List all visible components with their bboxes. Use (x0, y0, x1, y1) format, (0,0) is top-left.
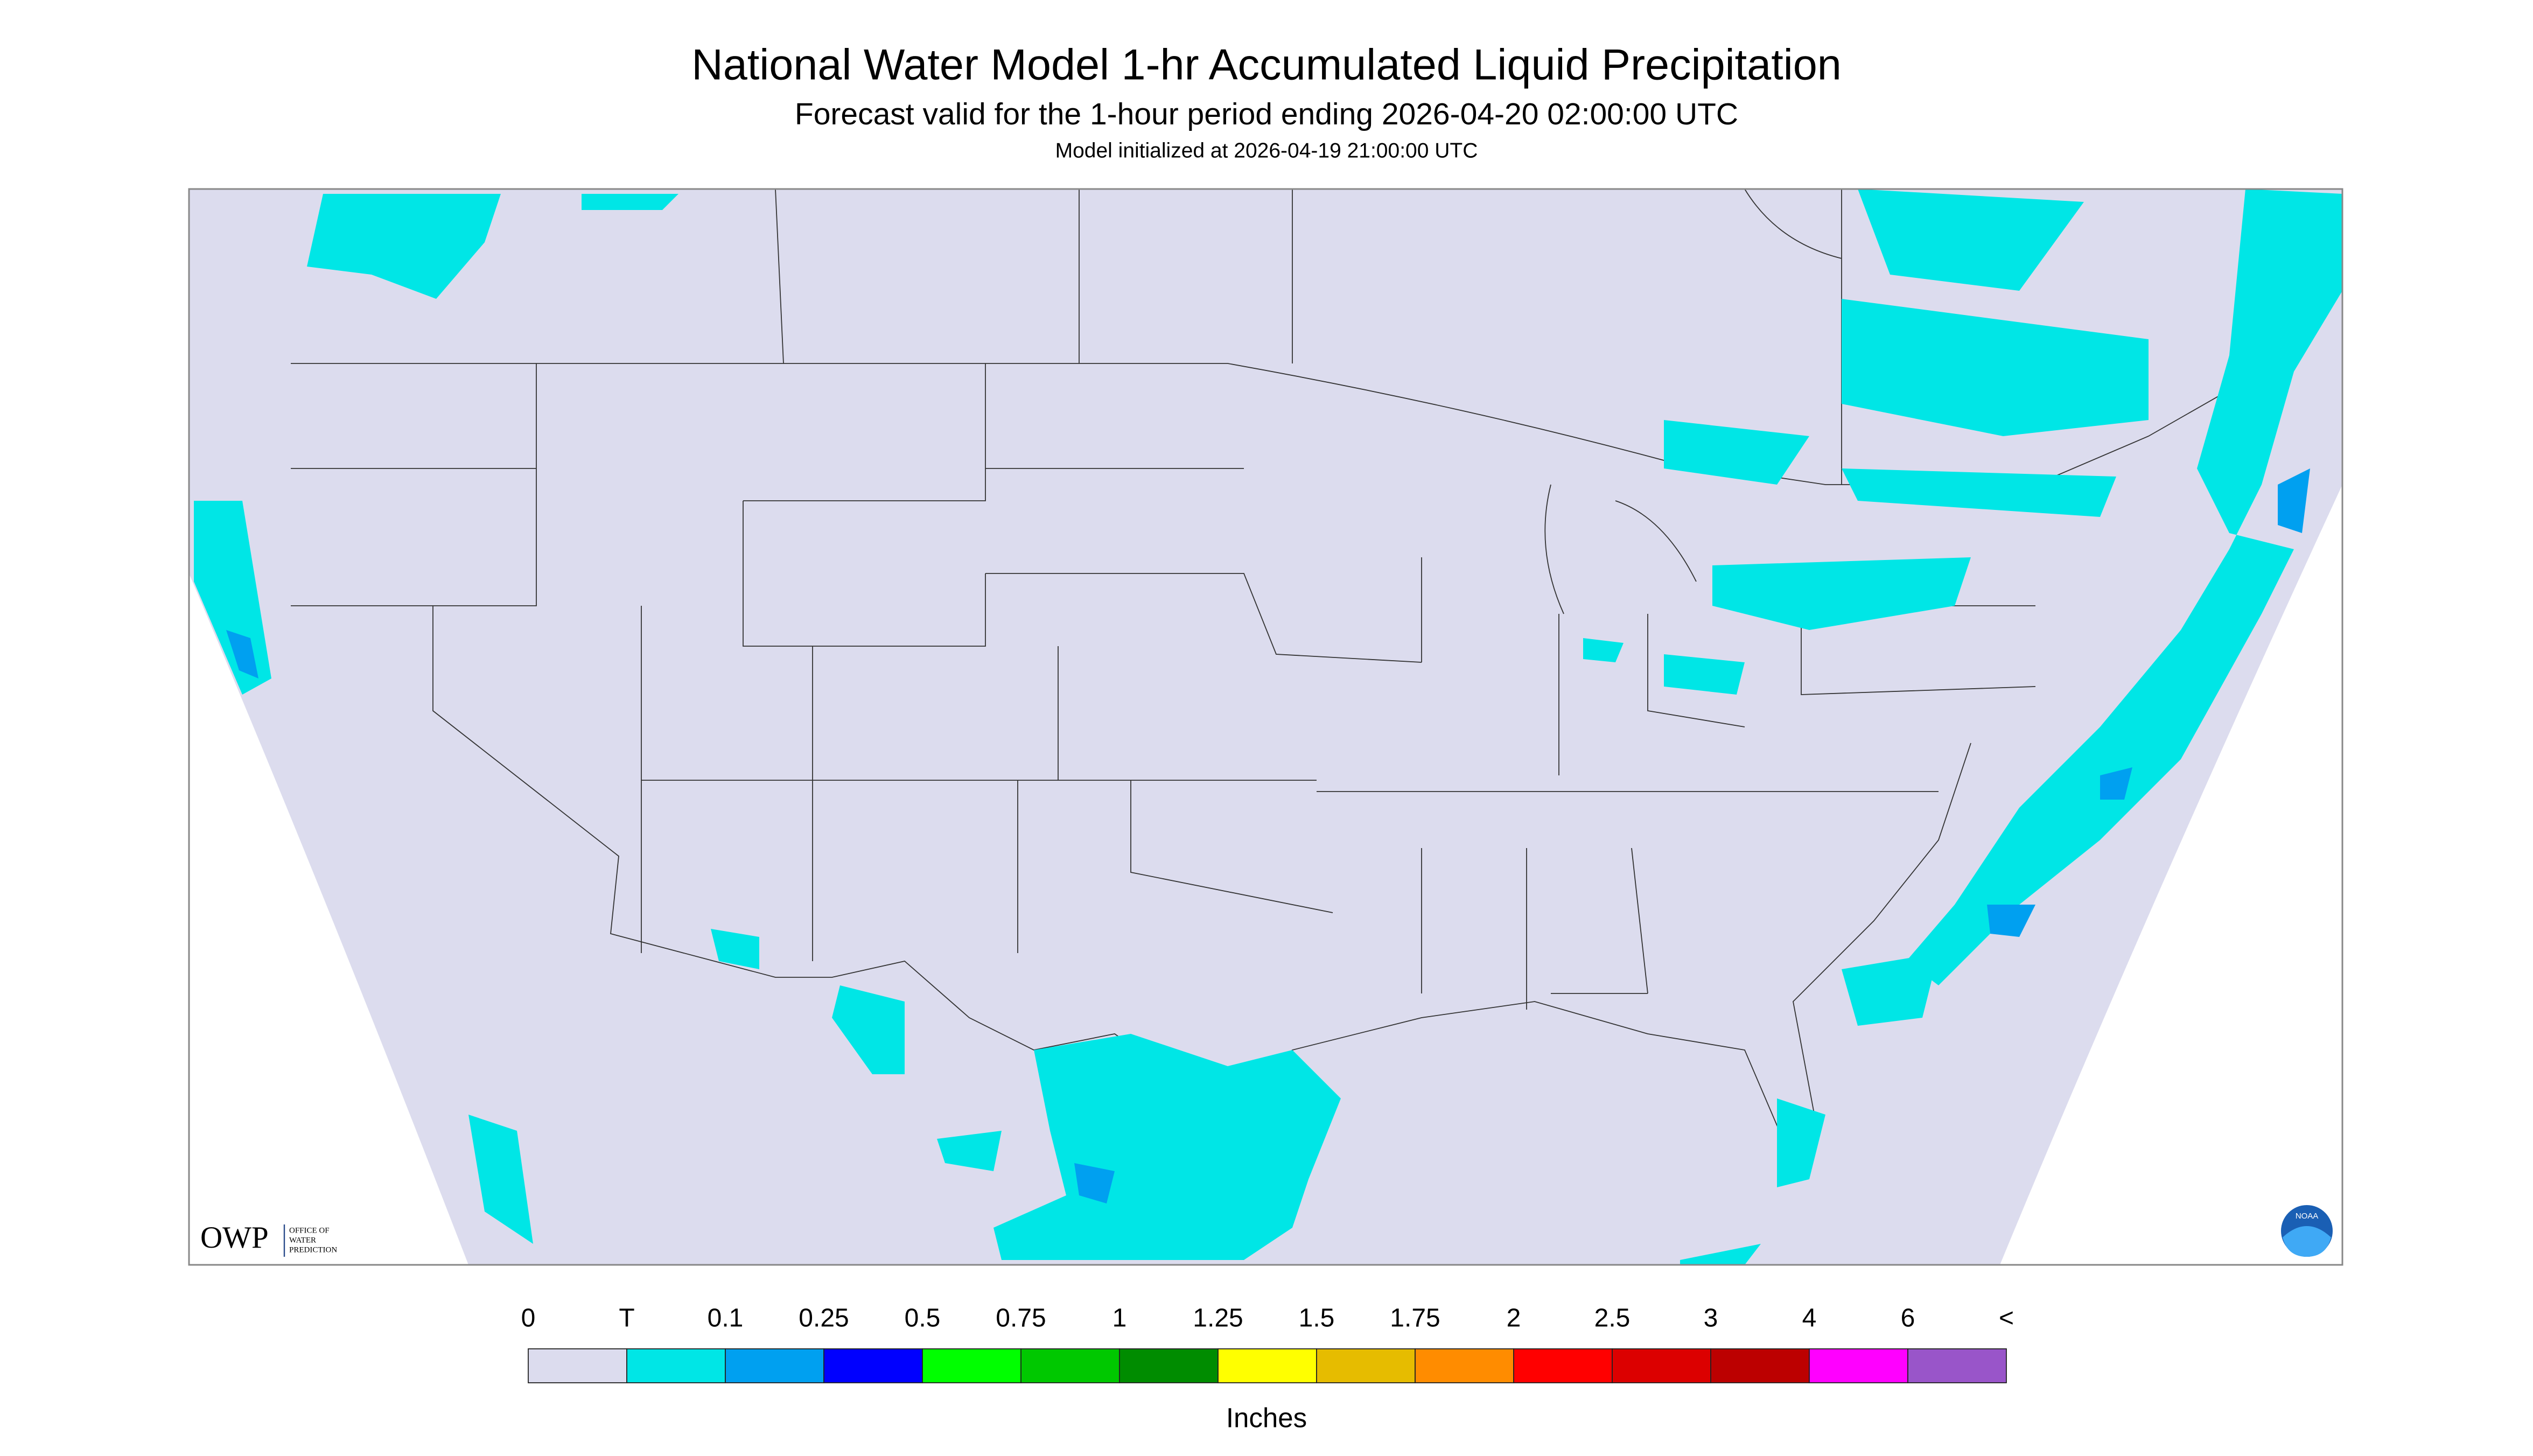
subtitle: Forecast valid for the 1-hour period end… (795, 97, 1738, 131)
legend-label: 1.25 (1193, 1304, 1243, 1333)
legend-swatch (1612, 1348, 1711, 1383)
legend-label: T (619, 1304, 634, 1333)
legend-label: 0.75 (996, 1304, 1046, 1333)
map-frame (188, 188, 2343, 1266)
noaa-text: NOAA (2296, 1212, 2319, 1221)
legend: 0 T 0.1 0.25 0.5 0.75 1 1.25 1.5 1.75 2 2.5 3 4 6 < (521, 1304, 2014, 1383)
legend-label: 3 (1704, 1304, 1718, 1333)
noaa-logo: NOAA (2281, 1205, 2333, 1257)
legend-swatch (528, 1348, 627, 1383)
legend-label: 4 (1802, 1304, 1817, 1333)
legend-label: 0 (521, 1304, 536, 1333)
map: OWP OFFICE OF WATER PREDICTION NOAA (188, 188, 2343, 1266)
out-of-domain (189, 573, 468, 1265)
logo-text: WATER (289, 1236, 316, 1244)
legend-swatch (823, 1348, 923, 1383)
legend-label: 1 (1112, 1304, 1127, 1333)
owp-logo: OWP OFFICE OF WATER PREDICTION (200, 1221, 337, 1257)
logo-text: PREDICTION (289, 1245, 337, 1254)
legend-swatch (725, 1348, 824, 1383)
legend-swatch (1119, 1348, 1219, 1383)
legend-swatch (1809, 1348, 1908, 1383)
legend-label: 2.5 (1594, 1304, 1631, 1333)
legend-swatch (1513, 1348, 1613, 1383)
legend-label: 1.5 (1299, 1304, 1335, 1333)
legend-swatch (1316, 1348, 1416, 1383)
legend-label: 0.1 (708, 1304, 744, 1333)
precipitation (194, 189, 2342, 1265)
legend-label: 1.75 (1390, 1304, 1440, 1333)
legend-label: 2 (1507, 1304, 1521, 1333)
logo-text: OFFICE OF (289, 1226, 330, 1235)
init-note: Model initialized at 2026-04-19 21:00:00… (1055, 139, 1478, 162)
title: National Water Model 1-hr Accumulated Li… (691, 40, 1842, 89)
legend-label: 0.5 (905, 1304, 941, 1333)
legend-swatch (922, 1348, 1021, 1383)
legend-swatch (1217, 1348, 1317, 1383)
noaa-wave (2283, 1226, 2331, 1257)
out-of-domain (2000, 485, 2342, 1265)
legend-swatch (1907, 1348, 2007, 1383)
legend-unit: Inches (1226, 1402, 1307, 1433)
logo-name: OWP (200, 1221, 269, 1255)
legend-swatch (1020, 1348, 1120, 1383)
legend-label: 6 (1901, 1304, 1915, 1333)
legend-swatch (626, 1348, 726, 1383)
legend-swatch (1710, 1348, 1810, 1383)
legend-swatch (1415, 1348, 1514, 1383)
legend-label: < (1999, 1304, 2014, 1333)
legend-label: 0.25 (799, 1304, 849, 1333)
